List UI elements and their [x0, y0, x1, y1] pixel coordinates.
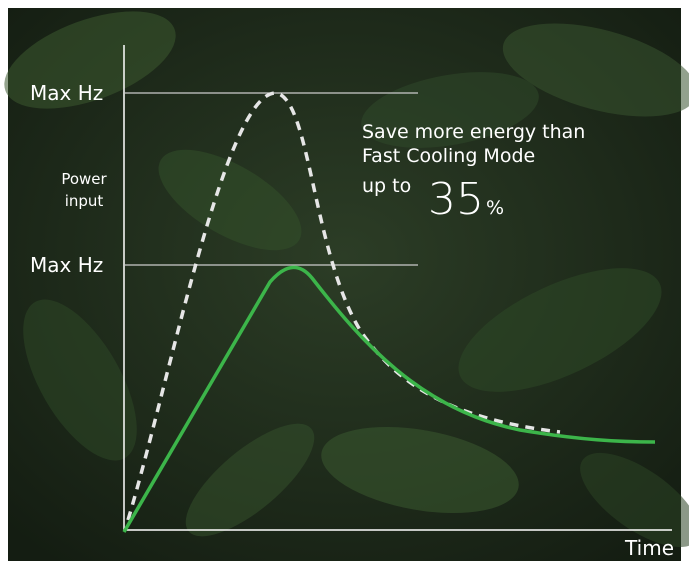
y-axis-label: Power [61, 170, 107, 188]
annotation-line: Fast Cooling Mode [362, 145, 535, 167]
infographic: Max Hz Max Hz Power input Time Save more… [0, 0, 689, 569]
annotation-line: Save more energy than [362, 121, 585, 143]
page: Max Hz Max Hz Power input Time Save more… [0, 0, 689, 569]
annotation-number: 35 [428, 174, 484, 225]
annotation-prefix: up to [362, 175, 411, 197]
level-label: Max Hz [30, 253, 103, 277]
y-axis-label: input [65, 192, 104, 210]
x-axis-label: Time [624, 536, 674, 560]
level-label: Max Hz [30, 81, 103, 105]
annotation-unit: % [486, 197, 504, 219]
